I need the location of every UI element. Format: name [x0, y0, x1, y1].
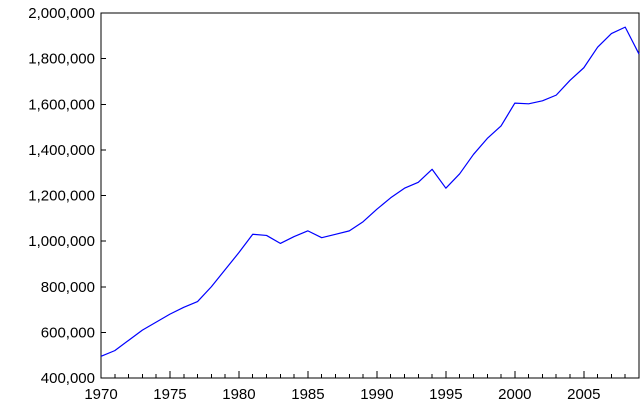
x-tick-label: 2005 [567, 386, 600, 403]
x-tick-label: 1975 [153, 386, 186, 403]
plot-area [100, 12, 640, 379]
y-axis-ticks: 400,000 600,000 800,000 1,000,000 1,200,000 1… [28, 5, 106, 387]
series-line-0 [100, 26, 640, 357]
y-tick-label: 1,200,000 [28, 188, 95, 205]
x-tick-label: 1985 [291, 386, 324, 403]
x-tick-label: 1995 [429, 386, 462, 403]
x-tick-label: 2000 [498, 386, 531, 403]
y-tick-label: 800,000 [41, 279, 95, 296]
y-tick-label: 2,000,000 [28, 5, 95, 22]
x-tick-label: 1970 [84, 386, 117, 403]
x-axis-ticks: 1970 1975 1980 1985 1990 1995 2000 2005 [84, 371, 640, 403]
y-tick-label: 600,000 [41, 324, 95, 341]
y-tick-label: 1,400,000 [28, 142, 95, 159]
y-tick-label: 1,800,000 [28, 51, 95, 68]
y-tick-label: 1,000,000 [28, 233, 95, 250]
series-group [100, 26, 640, 357]
y-tick-label: 1,600,000 [28, 96, 95, 113]
x-tick-label: 1980 [222, 386, 255, 403]
x-tick-label: 1990 [360, 386, 393, 403]
y-tick-label: 400,000 [41, 370, 95, 387]
